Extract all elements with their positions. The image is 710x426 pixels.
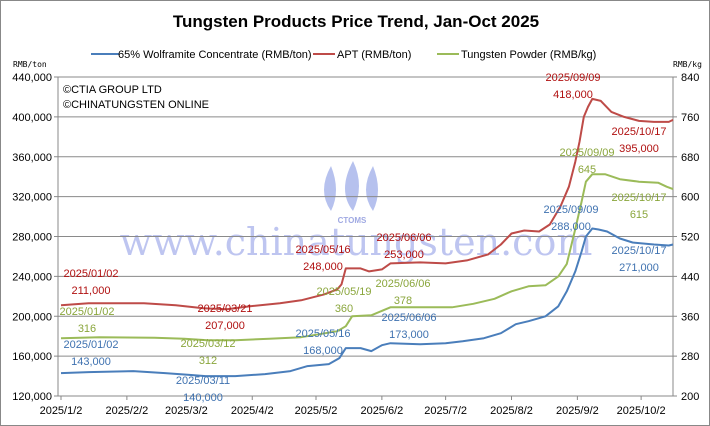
x-axis-tick-label: 2025/2/2	[105, 405, 148, 417]
annotation-date: 2025/01/02	[59, 306, 114, 318]
left-axis-tick-label: 240,000	[12, 271, 52, 283]
x-axis-tick-label: 2025/9/2	[556, 405, 599, 417]
copyright-line: ©CHINATUNGSTEN ONLINE	[63, 99, 209, 111]
annotation-value: 140,000	[183, 392, 223, 404]
series-line-2	[60, 173, 674, 342]
annotation-value: 168,000	[303, 345, 343, 357]
annotation-value: 316	[78, 323, 96, 335]
x-axis-tick-label: 2025/6/2	[360, 405, 403, 417]
watermark-logo-text: CTOMS	[338, 216, 367, 225]
left-axis-tick-label: 200,000	[12, 311, 52, 323]
annotation-date: 2025/05/16	[295, 328, 350, 340]
annotation-date: 2025/09/09	[559, 147, 614, 159]
right-axis-tick-label: 440	[681, 271, 699, 283]
left-axis-tick-label: 160,000	[12, 351, 52, 363]
right-axis-tick-label: 360	[681, 311, 699, 323]
series-line-1	[60, 97, 674, 311]
x-axis-tick-label: 2025/5/2	[295, 405, 338, 417]
annotation-value: 253,000	[384, 249, 424, 261]
annotation-value: 143,000	[71, 356, 111, 368]
annotation-date: 2025/03/21	[197, 303, 252, 315]
annotation-value: 173,000	[389, 329, 429, 341]
right-axis-tick-label: 760	[681, 112, 699, 124]
annotation-date: 2025/06/06	[381, 312, 436, 324]
x-axis-tick-label: 2025/7/2	[424, 405, 467, 417]
left-axis-tick-label: 400,000	[12, 112, 52, 124]
x-axis-tick-label: 2025/8/2	[490, 405, 533, 417]
annotation-value: 312	[199, 355, 217, 367]
annotation-date: 2025/01/02	[63, 268, 118, 280]
annotation-date: 2025/01/02	[63, 339, 118, 351]
right-axis-tick-label: 840	[681, 72, 699, 84]
annotation-date: 2025/05/19	[316, 286, 371, 298]
copyright-line: ©CTIA GROUP LTD	[63, 84, 162, 96]
annotation-value: 271,000	[619, 262, 659, 274]
watermark-logo	[324, 161, 378, 211]
annotation-value: 615	[630, 209, 648, 221]
x-axis-tick-label: 2025/4/2	[231, 405, 274, 417]
x-axis-tick-label: 2025/1/2	[40, 405, 83, 417]
annotation-date: 2025/06/06	[376, 232, 431, 244]
annotation-value: 288,000	[551, 221, 591, 233]
annotation-value: 207,000	[205, 320, 245, 332]
legend-label: Tungsten Powder (RMB/kg)	[461, 49, 596, 61]
x-axis-tick-label: 2025/10/2	[617, 405, 666, 417]
watermark-text: www.chinatungsten.com	[120, 220, 593, 264]
annotation-date: 2025/10/17	[611, 245, 666, 257]
annotation-value: 360	[335, 303, 353, 315]
legend-label: 65% Wolframite Concentrate (RMB/ton)	[118, 49, 312, 61]
annotation-date: 2025/09/09	[543, 204, 598, 216]
annotation-value: 395,000	[619, 143, 659, 155]
right-axis-tick-label: 600	[681, 192, 699, 204]
annotation-date: 2025/06/06	[375, 278, 430, 290]
annotation-date: 2025/05/16	[295, 244, 350, 256]
annotation-date: 2025/03/12	[180, 338, 235, 350]
left-axis-tick-label: 320,000	[12, 192, 52, 204]
legend-label: APT (RMB/ton)	[337, 49, 411, 61]
annotation-date: 2025/09/09	[545, 72, 600, 84]
left-axis-tick-label: 440,000	[12, 72, 52, 84]
annotation-date: 2025/10/17	[611, 126, 666, 138]
chart-title: Tungsten Products Price Trend, Jan-Oct 2…	[173, 12, 539, 31]
left-axis-unit: RMB/ton	[13, 60, 47, 69]
x-axis-tick-label: 2025/3/2	[165, 405, 208, 417]
right-axis-tick-label: 280	[681, 351, 699, 363]
left-axis-tick-label: 280,000	[12, 232, 52, 244]
left-axis-tick-label: 120,000	[12, 391, 52, 403]
annotation-date: 2025/10/17	[611, 192, 666, 204]
right-axis-tick-label: 200	[681, 391, 699, 403]
annotation-value: 378	[394, 295, 412, 307]
right-axis-tick-label: 520	[681, 232, 699, 244]
annotation-value: 211,000	[72, 285, 111, 297]
right-axis-tick-label: 680	[681, 152, 699, 164]
annotation-date: 2025/03/11	[176, 375, 230, 387]
annotation-value: 418,000	[553, 89, 593, 101]
annotation-value: 645	[578, 164, 596, 176]
series-line-0	[60, 227, 674, 378]
left-axis-tick-label: 360,000	[12, 152, 52, 164]
right-axis-unit: RMB/kg	[673, 60, 702, 69]
annotation-value: 248,000	[303, 261, 343, 273]
